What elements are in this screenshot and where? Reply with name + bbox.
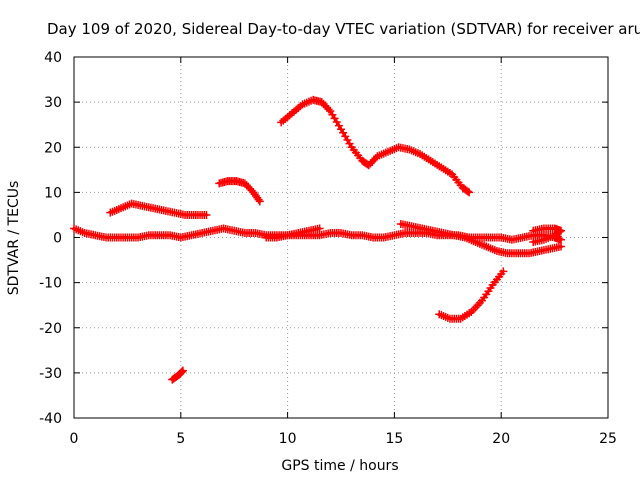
data-point [366,159,375,168]
data-point [369,155,378,164]
series-arc-near-zero-c [396,219,566,258]
data-point [246,184,255,193]
data-point [315,224,324,233]
x-ticks: 0 5 10 15 20 25 [70,57,617,447]
x-axis-label: GPS time / hours [281,458,398,474]
series-arc-4-5h [168,366,187,384]
data-point [178,367,187,376]
data-point [557,242,566,251]
data-point [255,197,264,206]
data-point [244,182,253,191]
data-point [529,238,538,247]
y-tick-label: -20 [39,321,62,337]
y-axis-label: SDTVAR / TECUs [6,181,22,296]
x-tick-label: 0 [70,431,79,447]
y-ticks: -40 -30 -20 -10 0 10 20 30 40 [39,50,608,427]
data-point [242,181,251,190]
y-tick-label: 20 [44,140,62,156]
series-line [279,98,471,194]
data-point [202,210,211,219]
data-point [463,187,472,196]
data-point [240,179,249,188]
y-tick-label: -40 [39,411,62,427]
data-point [324,105,333,114]
series-arc-17-20h [435,267,508,323]
series-arc-7-9h [215,177,264,206]
y-tick-label: -30 [39,366,62,382]
x-tick-label: 5 [176,431,185,447]
data-point [319,99,328,108]
y-tick-label: 40 [44,50,62,66]
data-point [254,195,263,204]
data-point [465,188,474,197]
data-point [364,161,373,170]
series-arc-2-6h [106,199,211,219]
data-point [499,267,508,276]
x-tick-label: 10 [279,431,297,447]
series-group [70,95,566,384]
data-point [177,368,186,377]
data-point [557,235,566,244]
y-tick-label: 0 [53,231,62,247]
x-tick-label: 20 [492,431,510,447]
x-tick-label: 25 [599,431,617,447]
series-arc-10-18h [277,95,474,197]
data-point [368,157,377,166]
data-point [321,101,330,110]
y-tick-label: -10 [39,276,62,292]
series-arc-near-zero-d [529,224,566,247]
y-tick-label: 10 [44,185,62,201]
chart-title: Day 109 of 2020, Sidereal Day-to-day VTE… [47,20,640,38]
data-point [178,366,187,375]
data-point [551,230,560,239]
data-point [322,103,331,112]
x-tick-label: 15 [385,431,403,447]
y-tick-label: 30 [44,95,62,111]
data-point [317,98,326,107]
